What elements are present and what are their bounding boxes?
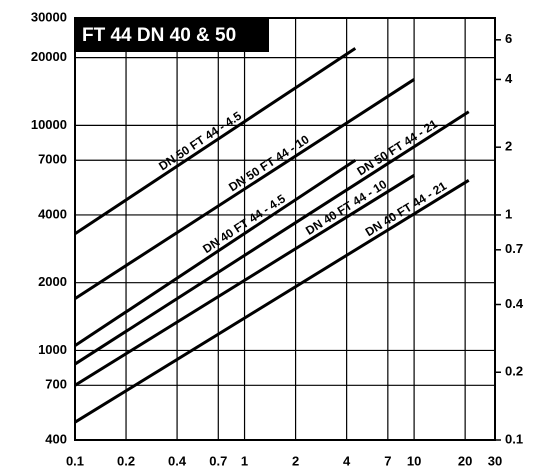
y-tick-label: 700 — [45, 377, 67, 392]
x-tick-label: 10 — [407, 453, 421, 468]
y-tick-label: 2000 — [38, 274, 67, 289]
x-tick-label: 30 — [488, 453, 502, 468]
y2-tick-label: 0.1 — [505, 431, 523, 446]
series-label: DN 50 FT 44 - 10 — [226, 132, 312, 194]
y-tick-label: 7000 — [38, 152, 67, 167]
y2-tick-label: 4 — [505, 71, 513, 86]
title-box — [75, 18, 269, 52]
y2-tick-label: 0.7 — [505, 241, 523, 256]
y2-tick-label: 0.4 — [505, 296, 524, 311]
series-line — [74, 47, 357, 235]
y-tick-label: 4000 — [38, 206, 67, 221]
x-tick-label: 1 — [241, 453, 248, 468]
series-line — [74, 158, 357, 347]
y-tick-label: 400 — [45, 431, 67, 446]
y-tick-label: 20000 — [31, 49, 67, 64]
chart-title: FT 44 DN 40 & 50 — [82, 25, 236, 46]
y2-tick-label: 0.2 — [505, 364, 523, 379]
y-tick-label: 1000 — [38, 342, 67, 357]
series-line — [74, 174, 415, 387]
plot-frame — [74, 17, 496, 441]
series-label: DN 50 FT 44 - 4.5 — [156, 109, 244, 174]
y-tick-label: 10000 — [31, 117, 67, 132]
x-tick-label: 0.4 — [168, 453, 187, 468]
x-tick-label: 7 — [384, 453, 391, 468]
y2-tick-label: 1 — [505, 206, 512, 221]
x-tick-label: 4 — [343, 453, 351, 468]
x-tick-label: 0.2 — [117, 453, 135, 468]
x-tick-label: 0.1 — [66, 453, 84, 468]
y-tick-label: 30000 — [31, 9, 67, 24]
x-tick-label: 20 — [458, 453, 472, 468]
series-line — [74, 78, 415, 300]
series-line — [74, 179, 470, 424]
y2-tick-label: 6 — [505, 31, 512, 46]
x-tick-label: 2 — [292, 453, 299, 468]
y2-tick-label: 2 — [505, 139, 512, 154]
series-line — [74, 110, 470, 366]
x-tick-label: 0.7 — [209, 453, 227, 468]
